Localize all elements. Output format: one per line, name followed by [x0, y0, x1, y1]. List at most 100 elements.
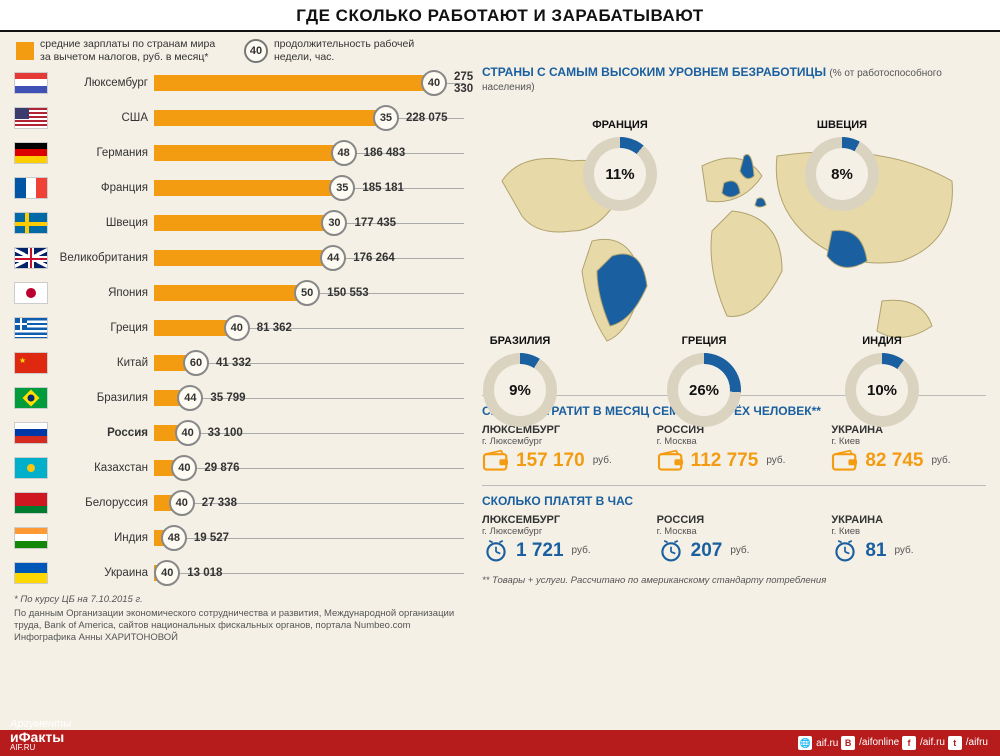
spending-note: ** Товары + услуги. Рассчитано по америк… [482, 571, 986, 589]
hourly-item: УКРАИНА г. Киев 81 руб. [831, 514, 986, 563]
salary-value: 228 075 [406, 112, 448, 124]
salary-value: 275 330 [454, 71, 473, 95]
hourly-pay: СКОЛЬКО ПЛАТЯТ В ЧАС ЛЮКСЕМБУРГ г. Люксе… [482, 485, 986, 589]
map-area: ФРАНЦИЯ 11% ШВЕЦИЯ 8% БРАЗИЛИЯ 9% ГРЕЦИЯ… [482, 93, 986, 383]
salary-row: Великобритания 44 176 264 [14, 240, 464, 275]
salary-row: Германия 48 186 483 [14, 135, 464, 170]
footer-link[interactable]: f/aif.ru [902, 736, 945, 750]
hours-badge: 40 [224, 315, 250, 341]
hours-badge: 48 [331, 140, 357, 166]
world-map [482, 121, 972, 371]
hourly-country: РОССИЯ [657, 514, 812, 526]
hours-badge: 30 [321, 210, 347, 236]
clock-icon [482, 539, 510, 563]
salary-bar [154, 110, 386, 126]
hourly-value: 207 [691, 540, 723, 562]
salary-bar [154, 285, 307, 301]
spending-value: 82 745 [865, 450, 923, 472]
unemployment-title: СТРАНЫ С САМЫМ ВЫСОКИМ УРОВНЕМ БЕЗРАБОТИ… [482, 65, 826, 79]
footnote-rate: * По курсу ЦБ на 7.10.2015 г. [14, 590, 464, 608]
country-name: Греция [56, 322, 154, 334]
country-name: Бразилия [56, 392, 154, 404]
footer-logo: Аргументы иФакты AIF.RU [10, 719, 71, 752]
wallet-icon [657, 449, 685, 473]
clock-icon [831, 539, 859, 563]
axis-line [154, 468, 464, 469]
legend-hours: 40 продолжительность рабочей недели, час… [244, 38, 454, 63]
spending-city: г. Люксембург [482, 436, 637, 447]
country-name: Китай [56, 357, 154, 369]
salary-row: Япония 50 150 553 [14, 275, 464, 310]
spending-city: г. Москва [657, 436, 812, 447]
unemployment-header: СТРАНЫ С САМЫМ ВЫСОКИМ УРОВНЕМ БЕЗРАБОТИ… [482, 65, 986, 93]
salary-value: 35 799 [210, 392, 245, 404]
unemployment-donut: 11% [583, 137, 657, 211]
footer-link-text: /aif.ru [920, 737, 945, 748]
spending-item: ЛЮКСЕМБУРГ г. Люксембург 157 170 руб. [482, 424, 637, 473]
legend-salary: средние зарплаты по странам мира за выче… [16, 38, 220, 63]
clock-icon [657, 539, 685, 563]
country-name: Япония [56, 287, 154, 299]
salary-bar [154, 215, 334, 231]
hourly-country: ЛЮКСЕМБУРГ [482, 514, 637, 526]
country-name: Россия [56, 427, 154, 439]
hours-badge: 35 [329, 175, 355, 201]
country-name: Белоруссия [56, 497, 154, 509]
hours-badge: 40 [154, 560, 180, 586]
unemployment-donut: 26% [667, 353, 741, 427]
hours-badge: 44 [177, 385, 203, 411]
page-title: ГДЕ СКОЛЬКО РАБОТАЮТ И ЗАРАБАТЫВАЮТ [0, 6, 1000, 26]
salary-row: Греция 40 81 362 [14, 310, 464, 345]
salary-row: США 35 228 075 [14, 100, 464, 135]
axis-line [154, 503, 464, 504]
spending-item: РОССИЯ г. Москва 112 775 руб. [657, 424, 812, 473]
footnote-author: Инфографика Анны ХАРИТОНОВОЙ [14, 632, 464, 644]
salary-value: 150 553 [327, 287, 369, 299]
salary-value: 186 483 [364, 147, 406, 159]
footer-link[interactable]: 🌐aif.ru [798, 736, 838, 750]
spending-country: ЛЮКСЕМБУРГ [482, 424, 637, 436]
legend-hours-badge: 40 [244, 39, 268, 63]
salary-row: Россия 40 33 100 [14, 415, 464, 450]
salary-value: 185 181 [362, 182, 404, 194]
country-name: США [56, 112, 154, 124]
hours-badge: 50 [294, 280, 320, 306]
hourly-unit: руб. [730, 546, 749, 556]
hourly-value: 1 721 [516, 540, 564, 562]
footer: Аргументы иФакты AIF.RU 🌐aif.ru В/aifonl… [0, 730, 1000, 756]
hourly-city: г. Люксембург [482, 526, 637, 537]
country-name: Казахстан [56, 462, 154, 474]
salary-row: Индия 48 19 527 [14, 520, 464, 555]
spending-country: УКРАИНА [831, 424, 986, 436]
hourly-city: г. Киев [831, 526, 986, 537]
unemp-label: БРАЗИЛИЯ [490, 335, 551, 347]
hours-badge: 44 [320, 245, 346, 271]
footer-link[interactable]: t/aifru [948, 736, 988, 750]
country-name: Украина [56, 567, 154, 579]
salary-value: 176 264 [353, 252, 395, 264]
unemployment-donut: 8% [805, 137, 879, 211]
salary-row: Люксембург 40 275 330 [14, 65, 464, 100]
footer-link[interactable]: В/aifonline [841, 736, 899, 750]
spending-item: УКРАИНА г. Киев 82 745 руб. [831, 424, 986, 473]
spending-unit: руб. [593, 456, 612, 466]
hourly-unit: руб. [572, 546, 591, 556]
legend-hours-text: продолжительность рабочей недели, час. [274, 38, 454, 63]
country-name: Германия [56, 147, 154, 159]
salary-bar [154, 250, 333, 266]
hours-badge: 35 [373, 105, 399, 131]
hours-badge: 40 [175, 420, 201, 446]
footer-site: AIF.RU [10, 744, 71, 752]
footer-link-text: /aifru [966, 737, 988, 748]
country-name: Люксембург [56, 77, 154, 89]
wallet-icon [482, 449, 510, 473]
salary-bar [154, 145, 344, 161]
unemp-label: ШВЕЦИЯ [817, 119, 867, 131]
salary-row: ★ Китай 60 41 332 [14, 345, 464, 380]
country-name: Швеция [56, 217, 154, 229]
salary-row: Белоруссия 40 27 338 [14, 485, 464, 520]
salary-value: 13 018 [187, 567, 222, 579]
unemp-label: ФРАНЦИЯ [592, 119, 648, 131]
hourly-item: РОССИЯ г. Москва 207 руб. [657, 514, 812, 563]
hours-badge: 40 [169, 490, 195, 516]
